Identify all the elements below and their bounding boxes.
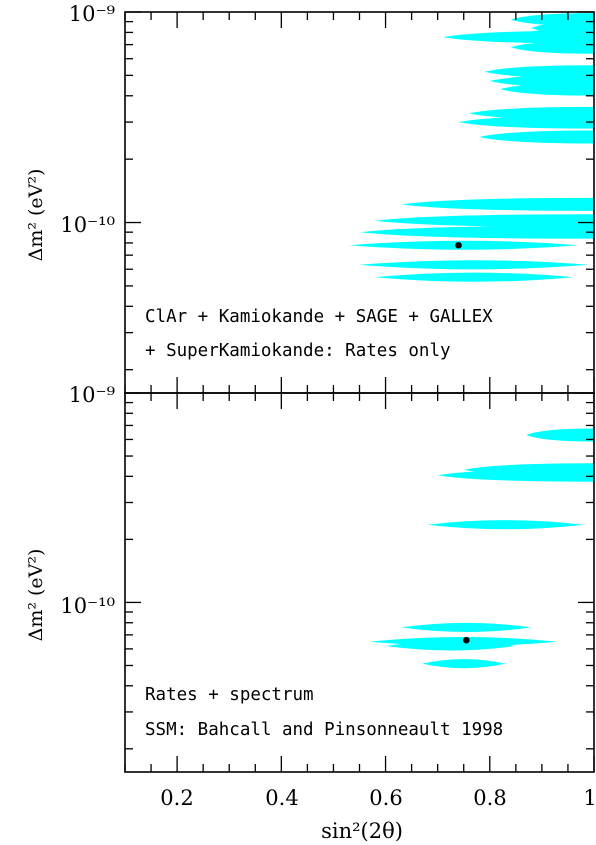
top-allowed-region <box>359 260 589 270</box>
top-allowed-region <box>375 214 594 228</box>
top-allowed-region <box>479 130 594 144</box>
xtick-label-1: 1 <box>583 786 596 810</box>
top-allowed-region <box>375 272 574 282</box>
top-y-axis-label: Δm² (eV²) <box>25 169 47 262</box>
top-allowed-region <box>359 225 594 239</box>
bottom-allowed-region <box>427 520 584 530</box>
bottom-y-axis-label: Δm² (eV²) <box>25 549 47 642</box>
top-allowed-region <box>458 115 594 129</box>
bottom-panel: 10⁻⁹ 10⁻¹⁰ Δm² (eV²) Rates + spectrum SS… <box>25 383 596 843</box>
top-axis-ticks <box>124 11 595 393</box>
bottom-allowed-region <box>401 622 532 632</box>
bottom-best-fit-point <box>463 636 470 644</box>
top-allowed-region <box>349 240 579 250</box>
top-allowed-region <box>401 197 594 211</box>
xtick-label-0.6: 0.6 <box>369 786 402 810</box>
top-panel: 10⁻⁹ 10⁻¹⁰ Δm² (eV²) ClAr + Kamiokande +… <box>25 2 595 394</box>
top-annotation-line-2: + SuperKamiokande: Rates only <box>145 341 451 361</box>
bottom-annotation-line-2: SSM: Bahcall and Pinsonneault 1998 <box>145 720 503 740</box>
bottom-allowed-regions <box>369 428 594 669</box>
top-allowed-regions <box>349 13 594 282</box>
bottom-allowed-region <box>526 428 594 442</box>
bottom-annotation-line-1: Rates + spectrum <box>145 685 314 705</box>
bottom-allowed-region <box>437 468 594 482</box>
xtick-label-0.4: 0.4 <box>265 786 298 810</box>
top-annotation-line-1: ClAr + Kamiokande + SAGE + GALLEX <box>145 307 493 327</box>
xtick-label-0.8: 0.8 <box>473 786 506 810</box>
bottom-allowed-region <box>422 659 506 669</box>
bottom-allowed-region <box>385 641 516 651</box>
top-ytick-label-1e-10: 10⁻¹⁰ <box>60 213 115 237</box>
top-allowed-region <box>500 82 594 96</box>
bottom-plot-frame <box>124 392 595 773</box>
bottom-ytick-label-1e-10: 10⁻¹⁰ <box>60 594 115 618</box>
x-tick-labels: 0.2 0.4 0.6 0.8 1 <box>160 786 596 810</box>
top-best-fit-point <box>455 241 462 249</box>
bottom-ytick-label-1e-9: 10⁻⁹ <box>69 383 115 407</box>
top-allowed-region <box>442 30 594 44</box>
xtick-label-0.2: 0.2 <box>160 786 193 810</box>
x-axis-label: sin²(2θ) <box>321 819 403 843</box>
bottom-axis-ticks <box>124 392 595 772</box>
top-ytick-label-1e-9: 10⁻⁹ <box>69 2 115 26</box>
top-allowed-region <box>510 40 594 54</box>
